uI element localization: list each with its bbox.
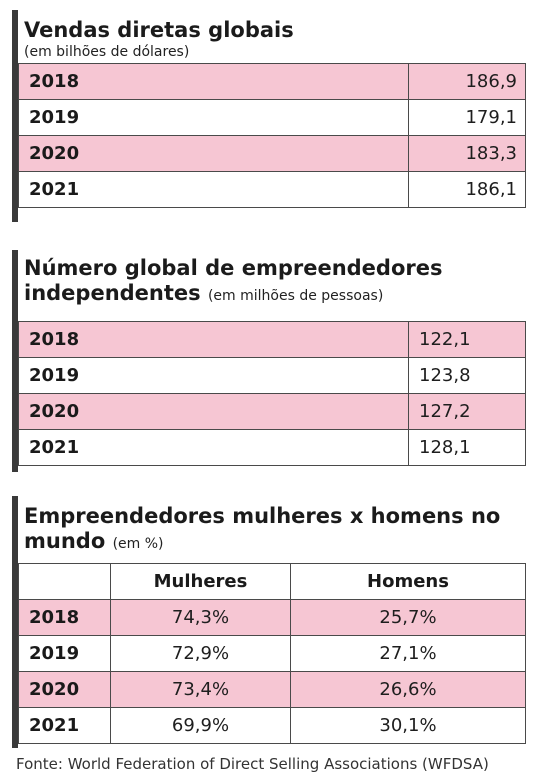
year-cell: 2020 [18, 393, 409, 430]
table-row: 2021 186,1 [18, 171, 526, 208]
men-cell: 26,6% [290, 671, 526, 708]
sales-title: Vendas diretas globais [24, 18, 294, 42]
table-row: 2019 123,8 [18, 357, 526, 394]
year-cell: 2021 [18, 171, 409, 208]
table-row: 2019 72,9% 27,1% [18, 635, 526, 672]
table-row: 2020 183,3 [18, 135, 526, 172]
value-cell: 186,9 [408, 63, 526, 100]
value-cell: 183,3 [408, 135, 526, 172]
year-cell: 2020 [18, 671, 111, 708]
value-cell: 127,2 [408, 393, 526, 430]
table-row: 2018 186,9 [18, 63, 526, 100]
women-cell: 73,4% [110, 671, 291, 708]
gender-title-line2: mundo (em %) [18, 529, 526, 557]
year-cell: 2021 [18, 429, 409, 466]
men-cell: 30,1% [290, 707, 526, 744]
year-cell: 2021 [18, 707, 111, 744]
gender-panel: Empreendedores mulheres x homens no mund… [12, 496, 526, 748]
table-row: 2018 74,3% 25,7% [18, 599, 526, 636]
gender-title-line1: Empreendedores mulheres x homens no [24, 504, 501, 528]
year-cell: 2018 [18, 599, 111, 636]
value-cell: 186,1 [408, 171, 526, 208]
header-women: Mulheres [110, 563, 291, 600]
sales-subtitle: (em bilhões de dólares) [24, 44, 190, 60]
table-row: 2020 127,2 [18, 393, 526, 430]
table-row: 2019 179,1 [18, 99, 526, 136]
year-cell: 2019 [18, 357, 409, 394]
men-cell: 27,1% [290, 635, 526, 672]
value-cell: 128,1 [408, 429, 526, 466]
year-cell: 2020 [18, 135, 409, 172]
entrepreneurs-panel: Número global de empreendedores independ… [12, 250, 526, 472]
gender-title-line2-text: mundo [24, 529, 106, 553]
table-row: 2021 69,9% 30,1% [18, 707, 526, 744]
entrepreneurs-table: 2018 122,1 2019 123,8 2020 127,2 2021 12… [18, 321, 526, 466]
sales-table: 2018 186,9 2019 179,1 2020 183,3 2021 18… [18, 63, 526, 208]
women-cell: 69,9% [110, 707, 291, 744]
year-cell: 2019 [18, 99, 409, 136]
women-cell: 74,3% [110, 599, 291, 636]
year-cell: 2018 [18, 321, 409, 358]
entrepreneurs-title-line2: independentes (em milhões de pessoas) [18, 281, 526, 315]
entrepreneurs-title-line2-text: independentes [24, 281, 201, 305]
year-cell: 2019 [18, 635, 111, 672]
value-cell: 123,8 [408, 357, 526, 394]
sales-panel: Vendas diretas globais (em bilhões de dó… [12, 10, 526, 222]
women-cell: 72,9% [110, 635, 291, 672]
table-row: 2021 128,1 [18, 429, 526, 466]
entrepreneurs-title-line1: Número global de empreendedores [24, 256, 443, 280]
empty-header [18, 563, 111, 600]
table-header-row: Mulheres Homens [18, 563, 526, 600]
gender-table: Mulheres Homens 2018 74,3% 25,7% 2019 72… [18, 563, 526, 744]
source-note: Fonte: World Federation of Direct Sellin… [16, 755, 489, 773]
header-men: Homens [290, 563, 526, 600]
gender-subtitle: (em %) [112, 536, 164, 552]
value-cell: 179,1 [408, 99, 526, 136]
year-cell: 2018 [18, 63, 409, 100]
men-cell: 25,7% [290, 599, 526, 636]
table-row: 2018 122,1 [18, 321, 526, 358]
table-row: 2020 73,4% 26,6% [18, 671, 526, 708]
value-cell: 122,1 [408, 321, 526, 358]
entrepreneurs-subtitle: (em milhões de pessoas) [207, 288, 384, 304]
